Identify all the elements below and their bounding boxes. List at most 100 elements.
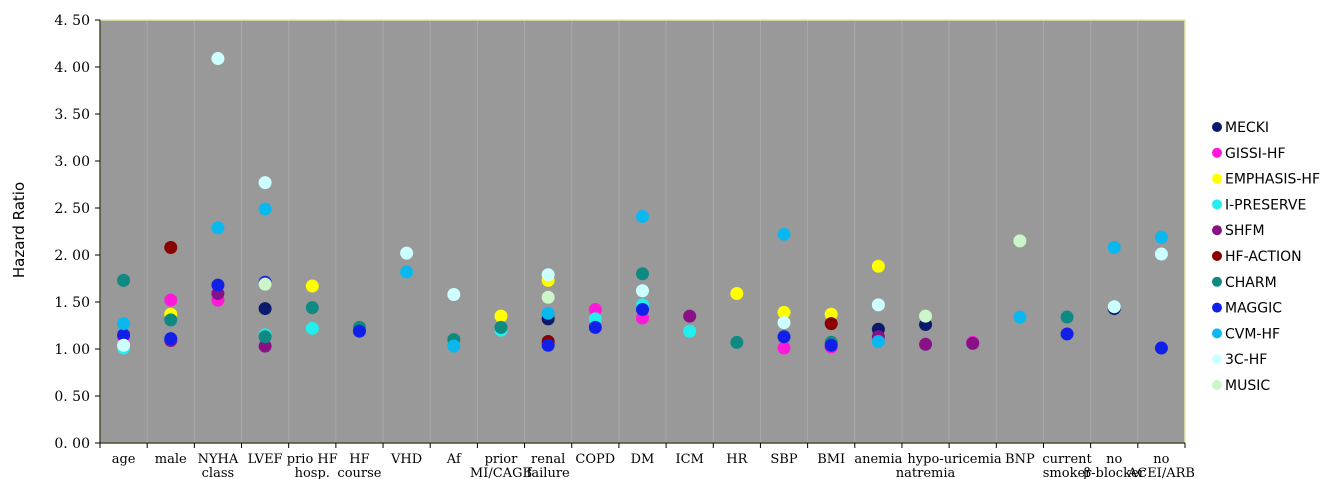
data-point: [494, 309, 508, 323]
data-point: [1154, 341, 1168, 355]
data-point: [258, 202, 272, 216]
data-point: [352, 324, 366, 338]
data-point: [636, 303, 649, 317]
data-point: [1060, 327, 1074, 341]
data-point: [258, 176, 272, 190]
x-tick-label: SBP: [770, 452, 797, 467]
legend-marker: [1212, 122, 1222, 132]
data-point: [117, 273, 131, 287]
series-maggic: [117, 275, 1168, 355]
legend-marker: [1212, 251, 1222, 261]
x-tick-label: male: [155, 452, 187, 467]
data-point: [541, 268, 555, 282]
data-point: [258, 339, 272, 353]
x-tick-label: uricemia: [944, 452, 1002, 467]
legend-label: SHFM: [1225, 223, 1265, 239]
legend: MECKI GISSI-HF EMPHASIS-HF I-PRESERVE SHFM HF…: [1212, 120, 1320, 394]
x-tick-label: HR: [726, 452, 748, 467]
data-point: [871, 298, 885, 312]
data-point: [919, 337, 933, 351]
data-point: [1107, 300, 1121, 314]
data-point: [871, 259, 885, 273]
x-tick-label: VHD: [390, 452, 422, 467]
legend-marker: [1212, 147, 1222, 158]
series-cvm-hf: [117, 202, 1168, 353]
x-tick-label: NYHA class: [198, 452, 239, 479]
data-point: [1107, 240, 1121, 254]
data-point: [919, 309, 933, 323]
legend-label: 3C-HF: [1225, 352, 1267, 368]
data-point: [1154, 247, 1168, 261]
data-point: [258, 302, 272, 316]
data-point: [164, 293, 178, 307]
data-point: [1154, 230, 1168, 244]
data-point: [164, 313, 178, 327]
y-tick-label: 0. 50: [54, 389, 90, 405]
data-point: [447, 287, 461, 301]
data-point: [588, 303, 602, 317]
x-tick-label: prior MI/CAGB: [470, 452, 532, 479]
data-point: [117, 338, 131, 352]
data-point: [541, 338, 555, 352]
data-point: [258, 330, 272, 344]
legend-label: GISSI-HF: [1225, 146, 1286, 162]
data-point: [211, 278, 225, 292]
x-tick-label: hypo-natremia: [896, 452, 956, 479]
x-tick-label: ICM: [675, 452, 703, 467]
x-tick-label: BNP: [1005, 452, 1035, 467]
x-tick-label: no β-blocker: [1084, 452, 1146, 479]
data-point: [683, 309, 697, 323]
y-tick-label: 2. 50: [54, 201, 90, 217]
legend-marker: [1212, 225, 1222, 236]
data-point: [305, 321, 319, 335]
legend-marker: [1212, 276, 1222, 287]
data-point: [211, 221, 225, 235]
data-point: [824, 338, 838, 352]
y-tick-label: 0. 00: [54, 436, 90, 452]
data-point: [777, 316, 791, 330]
legend-label: CVM-HF: [1225, 326, 1280, 342]
legend-label: HF-ACTION: [1225, 249, 1302, 265]
y-tick-label: 3. 50: [54, 107, 90, 123]
plot-area: [100, 20, 1185, 443]
x-tick-label: renal failure: [527, 452, 570, 479]
data-point: [117, 328, 131, 342]
data-point: [1060, 310, 1074, 324]
data-point: [636, 209, 649, 223]
data-point: [730, 335, 744, 349]
x-tick-label: anemia: [854, 452, 902, 467]
x-tick-label: no ACEI/ARB: [1127, 452, 1195, 479]
data-point: [541, 306, 555, 320]
data-point: [777, 330, 791, 344]
legend-marker: [1212, 173, 1222, 184]
data-point: [1013, 310, 1027, 324]
data-point: [966, 336, 980, 350]
y-tick-label: 4. 50: [54, 13, 90, 29]
series-music: [258, 234, 1027, 323]
data-point: [777, 341, 791, 355]
legend-marker: [1212, 380, 1222, 390]
y-axis-label: Hazard Ratio: [10, 182, 28, 278]
y-tick-label: 1. 50: [54, 295, 90, 311]
data-point: [777, 305, 791, 319]
data-point: [211, 52, 225, 66]
legend-label: MUSIC: [1225, 378, 1270, 394]
y-tick-label: 1. 00: [54, 342, 90, 358]
data-point: [117, 317, 131, 331]
data-point: [447, 339, 461, 353]
legend-label: EMPHASIS-HF: [1225, 172, 1320, 188]
data-point: [400, 246, 414, 260]
data-point: [588, 320, 602, 334]
legend-label: CHARM: [1225, 275, 1277, 291]
data-point: [777, 227, 791, 241]
x-tick-label: Af: [446, 452, 462, 467]
data-point: [164, 332, 178, 346]
data-point: [730, 287, 744, 301]
legend-marker: [1212, 302, 1222, 313]
y-tick-label: 2. 00: [54, 248, 90, 264]
legend-label: I-PRESERVE: [1225, 197, 1306, 213]
data-point: [683, 324, 697, 338]
legend-label: MECKI: [1225, 120, 1269, 136]
data-point: [164, 240, 178, 254]
y-tick-label: 4. 00: [54, 60, 90, 76]
